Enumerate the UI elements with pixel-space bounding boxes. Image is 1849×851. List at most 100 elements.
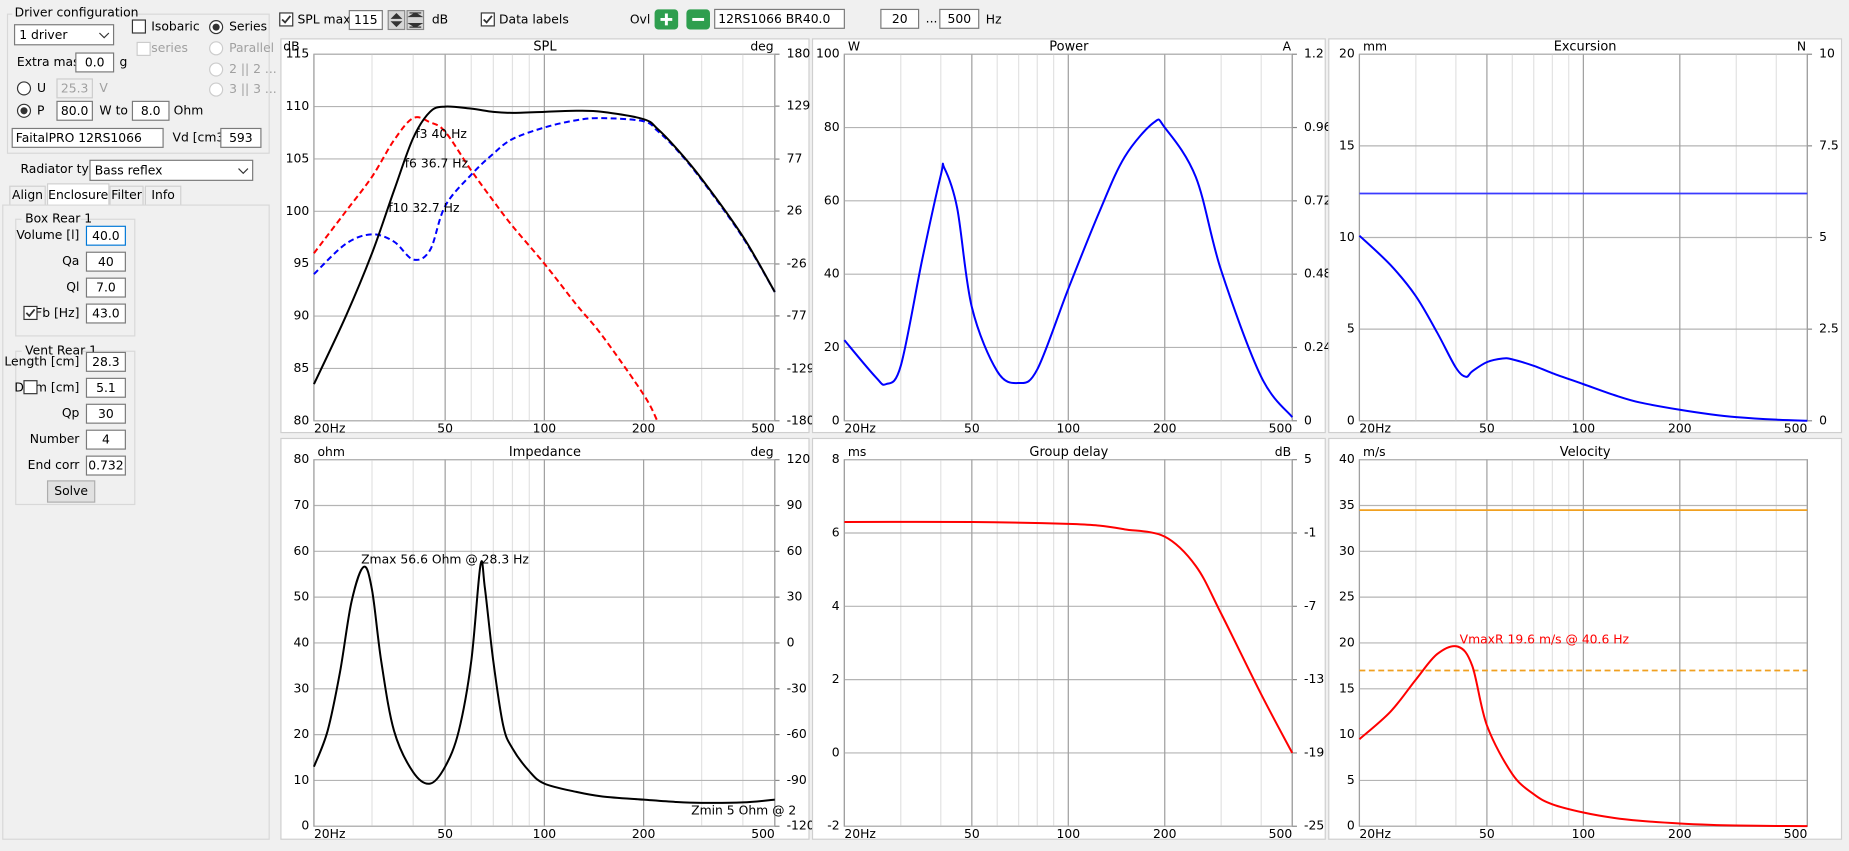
label: series [151, 41, 188, 55]
x-tick-label: 200 [1153, 422, 1177, 436]
solve-button[interactable] [46, 480, 96, 503]
input-box[interactable] [85, 429, 126, 450]
plus-icon [660, 13, 673, 26]
chart-title: Power [1049, 40, 1089, 55]
tab-page [2, 204, 270, 840]
data-line [313, 105, 776, 385]
x-tick-label: 500 [751, 827, 775, 841]
group-box [6, 13, 270, 154]
dropdown[interactable] [13, 24, 115, 46]
radio-button[interactable] [209, 41, 224, 56]
y2-tick-label: 7.5 [1819, 138, 1839, 152]
y2-tick-label: -60 [787, 727, 807, 741]
annotation: f3 40 Hz [415, 127, 467, 141]
y2-tick-label: 0 [1819, 413, 1827, 427]
y2-tick-label: -180 [787, 413, 815, 427]
y-tick-label: 10 [1339, 727, 1355, 741]
input-value: 28.3 [92, 355, 120, 369]
input-box[interactable] [85, 303, 126, 324]
input-value: 500 [947, 12, 971, 26]
x-tick-label: 20Hz [314, 422, 346, 436]
input-box[interactable] [75, 52, 115, 73]
y2-tick-label: 1.2 [1304, 47, 1324, 61]
y-tick-label: 20 [824, 340, 840, 354]
y-tick-label: 80 [293, 452, 309, 466]
label: 3 || 3 ... [229, 82, 277, 96]
radio-button[interactable] [209, 82, 224, 97]
input-box[interactable] [85, 225, 126, 246]
x-tick-label: 20Hz [844, 422, 876, 436]
input-value: 0.732 [88, 459, 123, 473]
label: Data labels [499, 13, 569, 27]
checkbox[interactable] [480, 12, 495, 27]
checkmark [281, 15, 292, 24]
y-tick-label: 80 [293, 413, 309, 427]
dropdown[interactable] [89, 159, 254, 181]
checkbox[interactable] [131, 19, 146, 34]
y-tick-label: 0 [301, 819, 309, 833]
input-box[interactable] [11, 127, 164, 148]
label: U [37, 81, 46, 95]
input-value: 43.0 [92, 307, 120, 321]
y-tick-label: -2 [827, 819, 839, 833]
label: Length [cm] [4, 354, 79, 368]
label: Number [30, 432, 81, 446]
label: Box Rear 1 [25, 212, 92, 226]
annotation: Zmin 5 Ohm @ 2 [691, 803, 796, 817]
input-value: 25.3 [61, 81, 89, 95]
y-axis-unit: m/s [1363, 445, 1386, 459]
checkbox[interactable] [23, 305, 38, 321]
label: Extra mass [17, 55, 86, 69]
input-value: 5.1 [96, 381, 116, 395]
input-box[interactable] [880, 8, 920, 29]
radio-button[interactable] [16, 81, 32, 96]
input-box[interactable] [56, 78, 93, 99]
input-box[interactable] [85, 377, 126, 398]
y-tick-label: 85 [293, 361, 309, 375]
y-tick-label: 0 [832, 745, 840, 759]
y2-tick-label: 0.72 [1304, 193, 1332, 207]
checkbox[interactable] [136, 41, 151, 56]
spin-button[interactable] [387, 10, 406, 31]
input-box[interactable] [85, 455, 126, 476]
input-box[interactable] [939, 8, 980, 29]
input-value: 40 [98, 255, 114, 269]
group-title-bg [21, 212, 81, 227]
y-tick-label: 20 [1339, 635, 1355, 649]
label: SPL max [297, 13, 350, 27]
y2-tick-label: 0 [1304, 413, 1312, 427]
y2-tick-label: -19 [1304, 745, 1324, 759]
checkbox[interactable] [23, 380, 38, 395]
input-box[interactable] [85, 351, 126, 372]
checkbox[interactable] [279, 12, 294, 27]
y-tick-label: 4 [832, 599, 840, 613]
y2-tick-label: -129 [787, 361, 815, 375]
x-tick-label: 20Hz [314, 827, 346, 841]
y-tick-label: 35 [1339, 498, 1355, 512]
y-tick-label: 2 [832, 672, 840, 686]
annotation: Zmax 56.6 Ohm @ 28.3 Hz [361, 552, 529, 566]
y2-tick-label: -30 [787, 681, 807, 695]
x-tick-label: 20Hz [1359, 422, 1391, 436]
spin-icon [407, 12, 424, 28]
input-box[interactable] [85, 251, 126, 272]
y2-tick-label: 5 [1304, 452, 1312, 466]
dropdown-arrow [238, 168, 249, 175]
input-box[interactable] [131, 100, 170, 121]
radio-button[interactable] [209, 62, 224, 77]
input-box[interactable] [714, 8, 845, 29]
x-tick-label: 50 [964, 827, 980, 841]
input-box[interactable] [56, 100, 93, 121]
x-tick-label: 50 [437, 422, 453, 436]
input-box[interactable] [220, 127, 262, 148]
input-box[interactable] [85, 403, 126, 424]
y2-tick-label: 90 [787, 498, 803, 512]
y-tick-label: 70 [293, 498, 309, 512]
input-box[interactable] [85, 277, 126, 298]
data-line [1358, 234, 1808, 422]
y-tick-label: 30 [1339, 544, 1355, 558]
y2-tick-label: 0.24 [1304, 340, 1332, 354]
y-tick-label: 6 [832, 525, 840, 539]
input-value: 8.0 [141, 104, 161, 118]
input-box[interactable] [348, 10, 383, 31]
